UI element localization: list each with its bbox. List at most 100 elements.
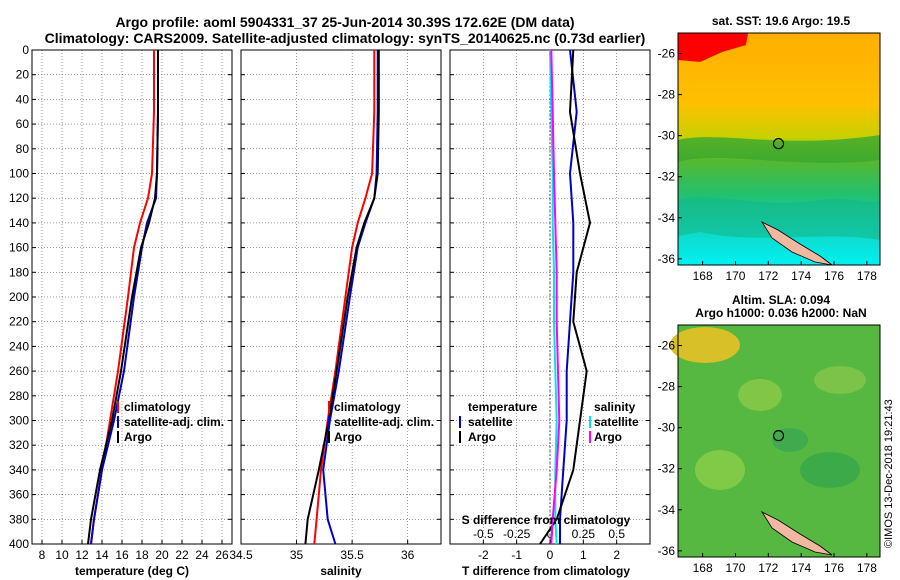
legend-label-argo: Argo [334, 430, 362, 444]
legend-label-satellite: satellite-adj. clim. [124, 415, 224, 429]
series-line-t-argo [539, 49, 592, 545]
x-tick-label: 36 [401, 548, 415, 562]
x-tick-label-top: 0.5 [608, 527, 625, 541]
sla-blob [814, 366, 866, 394]
legend-label-t-satellite: satellite [468, 415, 513, 429]
map-lat-label: -34 [658, 503, 676, 517]
x-tick-label: 8 [39, 548, 46, 562]
sst-teal-band [678, 197, 880, 240]
map-lat-label: -26 [658, 47, 676, 61]
map-lon-label: 170 [725, 561, 745, 575]
depth-tick-label: 400 [9, 537, 29, 551]
depth-tick-label: 160 [9, 241, 29, 255]
x-tick-label: 10 [55, 548, 69, 562]
legend-label-satellite: satellite-adj. clim. [334, 415, 434, 429]
series-line-argo [87, 50, 159, 545]
map-lon-label: 170 [725, 269, 745, 283]
legend-label-climatology: climatology [124, 400, 191, 414]
title-line-1: Argo profile: aoml 5904331_37 25-Jun-201… [115, 14, 575, 30]
sla-blob [695, 450, 745, 490]
x-tick-label: 12 [75, 548, 89, 562]
map-lat-label: -28 [658, 88, 676, 102]
map-lon-label: 168 [693, 561, 713, 575]
legend-label-temperature: temperature [468, 400, 538, 414]
x-tick-label: 22 [175, 548, 189, 562]
sla-blob [772, 428, 808, 452]
depth-tick-label: 200 [9, 290, 29, 304]
map-lon-label: 178 [857, 561, 877, 575]
map-lon-label: 176 [824, 561, 844, 575]
difference-legend: temperature satellite Argo salinity sate… [459, 400, 639, 444]
x-tick-label: 14 [95, 548, 109, 562]
salinity-xlabel: salinity [320, 564, 362, 578]
grid-lines [32, 49, 650, 545]
x-tick-label: 35.5 [340, 548, 364, 562]
legend-label-argo: Argo [124, 430, 152, 444]
map-lat-label: -30 [658, 129, 676, 143]
sst-map [677, 32, 881, 266]
depth-tick-label: 380 [9, 512, 29, 526]
map-lat-label: -36 [658, 544, 676, 558]
depth-tick-label: 20 [16, 68, 30, 82]
difference-xlabel: T difference from climatology [462, 564, 630, 578]
depth-tick-label: 60 [16, 117, 30, 131]
map-lat-label: -34 [658, 211, 676, 225]
x-tick-label-top: 0 [547, 527, 554, 541]
depth-tick-label: 260 [9, 364, 29, 378]
depth-tick-label: 180 [9, 265, 29, 279]
map-lon-label: 172 [758, 561, 778, 575]
temperature-legend: climatology satellite-adj. clim. Argo [117, 400, 224, 444]
depth-tick-label: 340 [9, 463, 29, 477]
map-lon-label: 178 [857, 269, 877, 283]
map-lon-label: 174 [791, 269, 811, 283]
map-lon-label: 174 [791, 561, 811, 575]
map-lat-label: -30 [658, 421, 676, 435]
argo-float-marker [772, 430, 785, 442]
x-tick-label: 1 [580, 548, 587, 562]
depth-tick-label: 80 [16, 142, 30, 156]
map-lat-label: -32 [658, 462, 676, 476]
profile-series [87, 49, 592, 545]
map-lon-label: 172 [758, 269, 778, 283]
map-lat-label: -26 [658, 339, 676, 353]
x-tick-label: 20 [155, 548, 169, 562]
copyright-stamp: ©IMOS 13-Dec-2018 19:21:43 [883, 399, 895, 548]
series-line-argo [304, 50, 380, 545]
depth-tick-label: 120 [9, 191, 29, 205]
depth-tick-label: 300 [9, 414, 29, 428]
x-tick-label: -1 [511, 548, 522, 562]
sla-blob [800, 452, 860, 488]
x-tick-labels: 8 10 12 14 16 18 20 22 24 26 34.5 35 35.5 36 -2 -1 0 1 2-0… [39, 527, 626, 562]
x-tick-label: 35 [290, 548, 304, 562]
legend-label-salinity: salinity [594, 400, 636, 414]
depth-tick-label: 320 [9, 438, 29, 452]
sla-map-title-2: Argo h1000: 0.036 h2000: NaN [695, 306, 867, 320]
depth-tick-label: 280 [9, 389, 29, 403]
depth-tick-label: 240 [9, 339, 29, 353]
legend-label-t-argo: Argo [468, 430, 496, 444]
x-tick-label: 34.5 [229, 548, 253, 562]
x-tick-label: 18 [135, 548, 149, 562]
depth-tick-label: 40 [16, 92, 30, 106]
map-lon-label: 176 [824, 269, 844, 283]
map-lat-label: -32 [658, 170, 676, 184]
sst-map-title: sat. SST: 19.6 Argo: 19.5 [711, 14, 851, 28]
legend-label-s-satellite: satellite [594, 415, 639, 429]
depth-tick-label: 140 [9, 216, 29, 230]
depth-tick-label: 100 [9, 167, 29, 181]
depth-tick-labels: 0 20 40 60 80 100 120 140 160 180 200 220 240 260 280 3… [9, 43, 29, 551]
salinity-legend: climatology satellite-adj. clim. Argo [328, 400, 434, 444]
difference-xlabel-top: S difference from climatology [462, 513, 631, 527]
legend-label-climatology: climatology [334, 400, 401, 414]
series-line-s-argo [550, 49, 561, 545]
sla-map [670, 324, 881, 558]
x-tick-label-top: -0.5 [473, 527, 494, 541]
series-line-t-satellite [559, 49, 578, 544]
x-tick-label-top: -0.25 [503, 527, 531, 541]
sla-blob [738, 379, 782, 411]
depth-tick-label: 360 [9, 488, 29, 502]
sla-map-title-1: Altim. SLA: 0.094 [731, 293, 831, 307]
x-tick-label: -2 [478, 548, 489, 562]
x-tick-label: 26 [215, 548, 229, 562]
